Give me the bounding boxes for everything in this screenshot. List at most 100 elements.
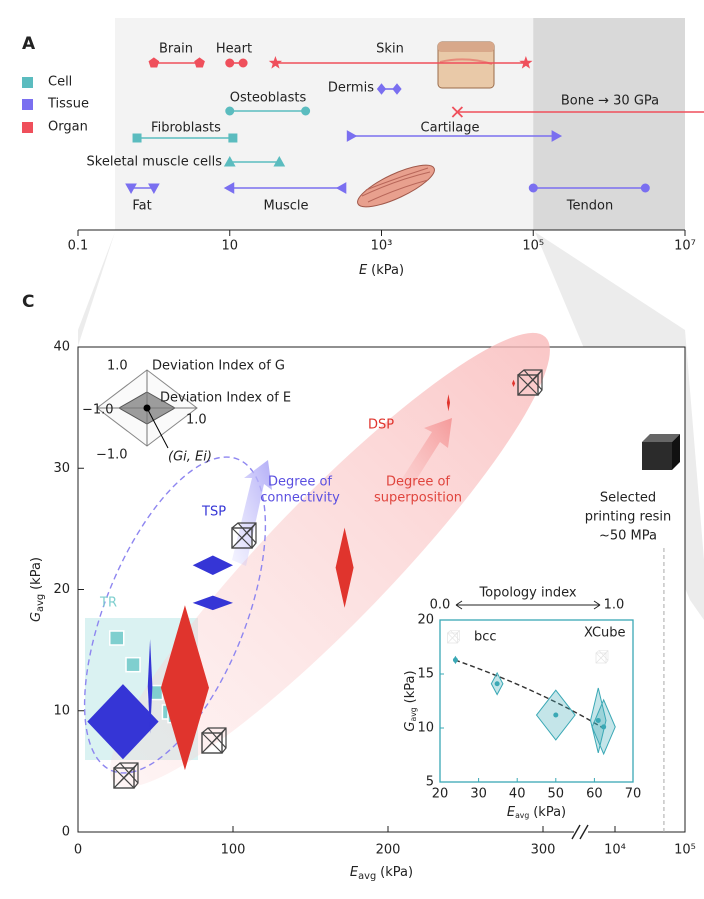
marker bbox=[194, 57, 205, 68]
x-tick-label: 10⁴ bbox=[604, 843, 626, 858]
legend-swatch bbox=[22, 77, 33, 88]
y-tick-label: 10 bbox=[53, 703, 70, 718]
x-tick-label: 300 bbox=[531, 843, 556, 858]
marker bbox=[335, 182, 347, 194]
inset-y-tick-label: 5 bbox=[426, 775, 434, 790]
marker bbox=[148, 57, 160, 68]
marker bbox=[225, 58, 235, 68]
inset-x-tick-label: 60 bbox=[586, 787, 603, 802]
resin-label: Selected bbox=[600, 491, 656, 506]
range-label: Skin bbox=[376, 42, 404, 57]
arrow-heads bbox=[455, 600, 601, 610]
marker bbox=[132, 133, 142, 143]
axis-subscript: avg bbox=[409, 707, 418, 721]
marker bbox=[451, 106, 464, 118]
inset-trend bbox=[454, 659, 604, 729]
inset-annotation: Topology index bbox=[478, 586, 576, 601]
diamond bbox=[335, 527, 354, 608]
annotation: connectivity bbox=[260, 491, 340, 506]
legend-swatch bbox=[22, 122, 33, 133]
axis-symbol: E bbox=[350, 865, 359, 880]
axis-subscript: avg bbox=[515, 811, 529, 820]
key-tick: −1.0 bbox=[96, 448, 128, 463]
key-label: Deviation Index of G bbox=[152, 359, 285, 374]
inset-x-tick-label: 40 bbox=[509, 787, 526, 802]
tsp-outline bbox=[83, 456, 267, 774]
inset-center bbox=[595, 717, 601, 723]
resin-cube bbox=[642, 434, 680, 470]
diamond bbox=[87, 684, 159, 760]
marker bbox=[346, 130, 358, 142]
skin-surface bbox=[438, 42, 494, 52]
zoom-wedge bbox=[78, 232, 115, 346]
range-label: Fibroblasts bbox=[151, 121, 221, 136]
marker bbox=[551, 130, 563, 142]
axis-unit: (kPa) bbox=[533, 805, 566, 820]
x-tick-label: 10³ bbox=[371, 239, 393, 254]
inset-center bbox=[494, 681, 500, 687]
panel-letter: A bbox=[22, 34, 36, 54]
diamond bbox=[446, 394, 450, 412]
x-tick-label: 10⁵ bbox=[522, 239, 544, 254]
y-tick-label: 30 bbox=[53, 461, 70, 476]
marker bbox=[376, 83, 387, 95]
marker bbox=[268, 56, 283, 69]
square-marker bbox=[125, 656, 141, 673]
range-label: Dermis bbox=[328, 81, 374, 96]
marker bbox=[223, 155, 236, 167]
x-tick-label: 0 bbox=[74, 843, 82, 858]
axis-symbol: G bbox=[29, 612, 44, 622]
legend-label: Cell bbox=[48, 75, 72, 90]
y-tick-label: 40 bbox=[53, 340, 70, 355]
marker bbox=[238, 58, 248, 68]
resin-label: ~50 MPa bbox=[599, 529, 657, 544]
marker bbox=[273, 155, 286, 167]
axis-unit: (kPa) bbox=[380, 865, 413, 880]
marker bbox=[148, 183, 160, 195]
x-tick-label: 10⁷ bbox=[674, 239, 696, 254]
panel-letter: C bbox=[22, 292, 34, 312]
range-label: Brain bbox=[159, 42, 193, 57]
axis-unit: (kPa) bbox=[403, 670, 418, 703]
axis-unit: (kPa) bbox=[29, 557, 44, 590]
diamond bbox=[512, 379, 516, 388]
cube-front bbox=[642, 442, 672, 470]
x-tick-label: 0.1 bbox=[68, 239, 89, 254]
cube-top bbox=[642, 434, 680, 442]
superposition-arrow bbox=[396, 418, 452, 496]
legend-label: Organ bbox=[48, 120, 88, 135]
marker bbox=[519, 56, 533, 69]
inset-center bbox=[452, 657, 458, 663]
axis-unit: (kPa) bbox=[371, 263, 404, 278]
inset-x-tick-label: 50 bbox=[548, 787, 565, 802]
x-tick-label: 10 bbox=[221, 239, 238, 254]
inset-annotation: XCube bbox=[584, 626, 626, 641]
group-label: TSP bbox=[201, 505, 226, 520]
axis-label: Eavg (kPa) bbox=[350, 865, 413, 883]
legend-label: Tissue bbox=[47, 97, 89, 112]
inset-annotation: 0.0 bbox=[430, 598, 451, 613]
marker bbox=[228, 133, 238, 143]
dsp-band bbox=[110, 332, 550, 788]
marker bbox=[225, 106, 235, 116]
inset-annotation: 1.0 bbox=[604, 598, 625, 613]
diamond bbox=[192, 595, 233, 611]
x-tick-label: 10⁵ bbox=[674, 843, 696, 858]
axis-symbol: E bbox=[359, 263, 368, 278]
marker bbox=[528, 183, 538, 193]
inset-y-tick-label: 10 bbox=[417, 721, 434, 736]
key-tick: 1.0 bbox=[186, 413, 207, 428]
deviation-key: 1.0 Deviation Index of G Deviation Index… bbox=[82, 359, 291, 465]
marker bbox=[392, 83, 402, 95]
axis-label: E (kPa) bbox=[359, 263, 404, 278]
range-label: Tendon bbox=[566, 199, 613, 214]
key-point-label: (Gi, Ei) bbox=[168, 450, 212, 465]
inset-y-tick-label: 20 bbox=[417, 613, 434, 628]
shaded-region bbox=[533, 18, 685, 230]
diamond bbox=[160, 605, 209, 771]
axis-label: Gavg (kPa) bbox=[29, 557, 47, 622]
y-tick-label: 0 bbox=[62, 825, 70, 840]
cube-side bbox=[672, 434, 680, 470]
